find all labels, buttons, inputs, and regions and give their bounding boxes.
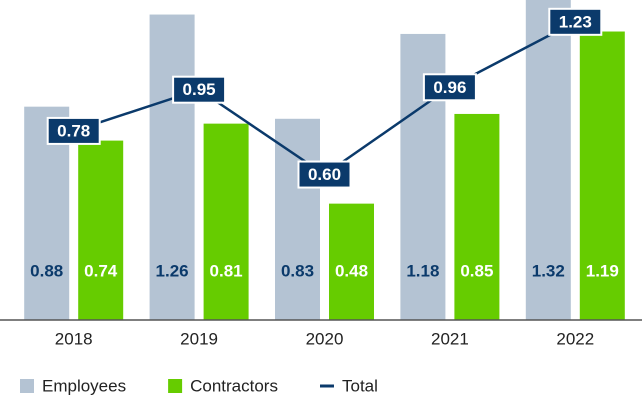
bar [275, 118, 320, 321]
line-value-label: 0.95 [183, 80, 216, 99]
x-tick-label: 2019 [180, 329, 218, 348]
x-tick-label: 2022 [556, 329, 594, 348]
legend-label: Total [342, 376, 378, 395]
bar [579, 31, 625, 321]
bar-value-label: 0.48 [335, 261, 368, 280]
line-label-box [548, 7, 603, 36]
bar [149, 14, 195, 321]
line-value-label: 1.23 [559, 12, 592, 31]
legend-label: Contractors [190, 376, 278, 395]
line-value-label: 0.60 [308, 165, 341, 184]
bar-value-label: 0.81 [210, 261, 243, 280]
line-value-label: 0.78 [57, 121, 90, 140]
legend-label: Employees [42, 376, 126, 395]
bar-value-label: 0.83 [281, 261, 314, 280]
bar-value-label: 1.18 [406, 261, 439, 280]
bar [454, 113, 500, 320]
line-label-box [297, 160, 352, 189]
bar [203, 123, 249, 321]
x-tick-label: 2021 [431, 329, 469, 348]
bar-value-label: 1.26 [156, 261, 189, 280]
bar-value-label: 1.19 [586, 261, 619, 280]
bar [78, 140, 124, 320]
line-label-box [422, 73, 477, 102]
line [73, 20, 576, 177]
legend-swatch [168, 379, 183, 393]
bar [329, 203, 374, 320]
legend-swatch [20, 379, 34, 393]
bar [525, 0, 571, 320]
bar-value-label: 0.85 [460, 261, 493, 280]
bar-value-label: 0.88 [30, 261, 63, 280]
x-tick-label: 2018 [55, 329, 93, 348]
line-label-box [172, 75, 227, 104]
line-value-label: 0.96 [433, 78, 466, 97]
bar-value-label: 1.32 [532, 261, 565, 280]
line-label-box [46, 116, 101, 145]
x-tick-label: 2020 [306, 329, 344, 348]
bar-value-label: 0.74 [84, 261, 118, 280]
